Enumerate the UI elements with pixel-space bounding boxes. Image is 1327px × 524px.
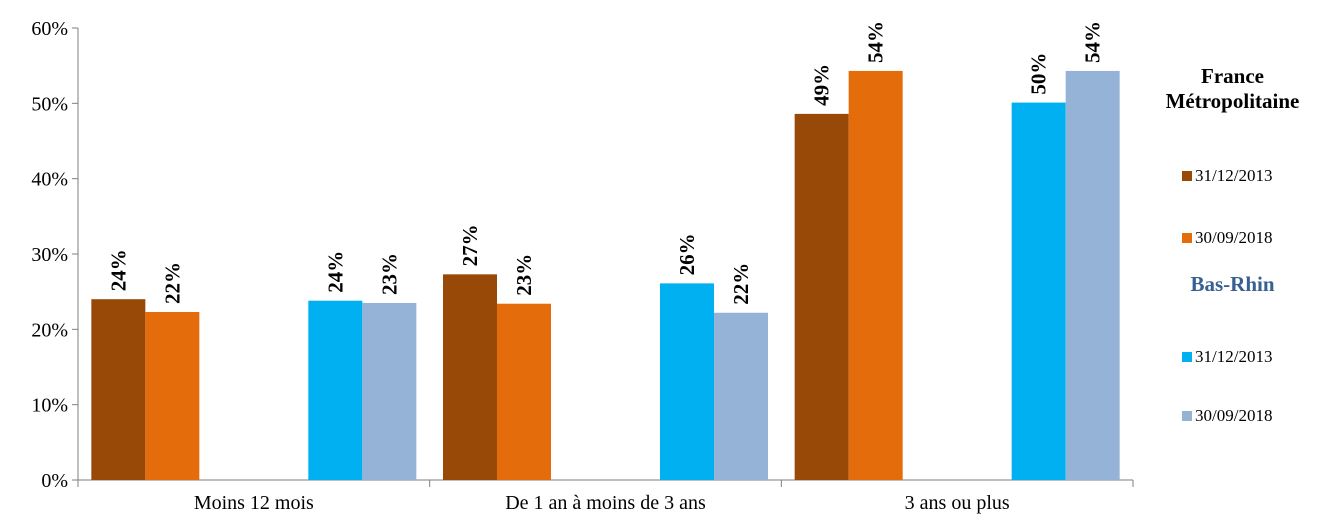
legend: France Métropolitaine 31/12/2013 30/09/2… [1160, 0, 1327, 524]
data-label: 23% [512, 254, 536, 296]
bar [308, 300, 363, 480]
bar [362, 302, 417, 480]
x-tick-label: 3 ans ou plus [905, 492, 1010, 514]
legend-item-basrhin-2018: 30/09/2018 [1182, 406, 1272, 426]
bar [1011, 102, 1066, 480]
y-tick-label: 10% [31, 395, 68, 417]
y-tick-label: 50% [31, 93, 68, 115]
data-label: 54% [1081, 21, 1105, 63]
y-tick-label: 20% [31, 319, 68, 341]
bar [714, 312, 768, 480]
legend-label-france-2018: 30/09/2018 [1195, 228, 1273, 247]
legend-france-line1: France [1201, 64, 1264, 88]
y-tick-label: 0% [41, 470, 68, 492]
legend-swatch-basrhin-2018 [1182, 411, 1192, 421]
legend-france-line2: Métropolitaine [1165, 89, 1300, 113]
legend-label-france-2013: 31/12/2013 [1195, 166, 1273, 185]
bar [91, 299, 146, 480]
legend-swatch-france-2018 [1182, 233, 1192, 243]
legend-group-title-basrhin: Bas-Rhin [1190, 272, 1275, 296]
legend-item-france-2013: 31/12/2013 [1182, 166, 1272, 186]
data-label: 26% [675, 233, 699, 275]
data-label: 22% [729, 263, 753, 305]
y-tick-label: 30% [31, 244, 68, 266]
y-tick-label: 60% [31, 18, 68, 40]
bar [794, 113, 849, 480]
legend-label-basrhin-2018: 30/09/2018 [1195, 406, 1273, 425]
bar [145, 312, 200, 480]
bar [848, 70, 903, 480]
data-label: 22% [160, 262, 184, 304]
data-label: 50% [1027, 53, 1051, 95]
data-label: 24% [106, 249, 130, 291]
bar [443, 274, 497, 480]
x-tick-label: Moins 12 mois [194, 492, 314, 514]
bar [660, 283, 714, 480]
data-label: 24% [323, 251, 347, 293]
x-tick-label: De 1 an à moins de 3 ans [505, 492, 706, 514]
data-label: 23% [377, 253, 401, 295]
bar [497, 303, 551, 480]
legend-swatch-france-2013 [1182, 171, 1192, 181]
legend-group-title-france: France Métropolitaine [1140, 64, 1325, 114]
bar-chart: 0% 10% 20% 30% 40% 50% 60% Moins 12 mois De 1 an… [31, 18, 1134, 514]
legend-swatch-basrhin-2013 [1182, 352, 1192, 362]
y-tick-label: 40% [31, 169, 68, 191]
data-label: 49% [810, 64, 834, 106]
legend-item-france-2018: 30/09/2018 [1182, 228, 1272, 248]
bar [1065, 70, 1120, 480]
data-label: 27% [458, 224, 482, 266]
data-label: 54% [864, 21, 888, 63]
legend-item-basrhin-2013: 31/12/2013 [1182, 347, 1272, 367]
legend-label-basrhin-2013: 31/12/2013 [1195, 347, 1273, 366]
